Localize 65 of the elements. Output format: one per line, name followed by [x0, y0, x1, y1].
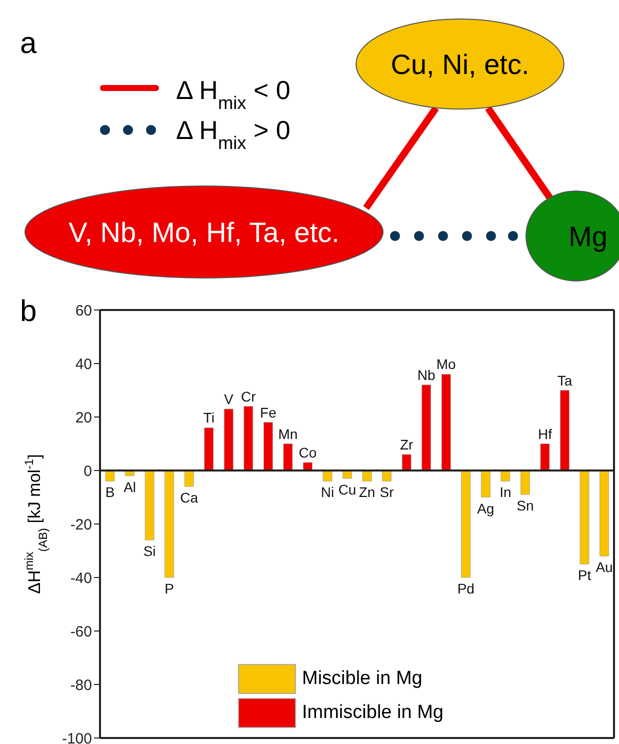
- x-tick-label: P: [164, 580, 174, 596]
- x-tick-label: Zr: [400, 436, 414, 452]
- y-tick-label: -80: [70, 676, 92, 694]
- text: V, Nb, Mo, Hf, Ta, etc.: [68, 217, 340, 248]
- bar: [144, 470, 154, 540]
- bar: [322, 470, 332, 482]
- bar: [580, 470, 590, 564]
- x-tick-label: Cr: [241, 388, 256, 404]
- x-tick-label: Fe: [260, 404, 277, 420]
- x-tick-label: Pt: [578, 567, 592, 584]
- bar: [441, 374, 451, 471]
- bar: [164, 470, 174, 578]
- bar: [461, 470, 471, 578]
- x-tick-label: Ni: [320, 484, 334, 500]
- legend-label: Immiscible in Mg: [302, 702, 444, 724]
- legend-label: Miscible in Mg: [302, 668, 422, 690]
- bar: [244, 406, 254, 471]
- x-tick-label: Si: [143, 543, 156, 560]
- x-tick-label: Sn: [516, 498, 534, 514]
- x-tick-label: Mo: [436, 356, 456, 372]
- bar: [422, 384, 432, 471]
- bar: [204, 427, 214, 471]
- y-tick-label: 60: [75, 302, 92, 320]
- y-tick-label: 40: [75, 356, 92, 373]
- x-tick-label: Sr: [380, 484, 394, 500]
- bar: [560, 390, 570, 471]
- y-tick-label: -100: [62, 730, 92, 744]
- y-tick-label: 20: [75, 409, 92, 426]
- x-tick-label: Hf: [538, 426, 552, 442]
- bar: [540, 444, 550, 471]
- bar: [362, 470, 372, 482]
- y-tick-label: -60: [70, 623, 92, 640]
- text: Δ H$_{mix}$ < 0: [176, 75, 290, 113]
- x-tick-label: Al: [124, 478, 136, 495]
- text: a: [20, 27, 37, 60]
- bar: [600, 470, 610, 556]
- x-tick-label: Mn: [278, 426, 298, 442]
- y-tick-label: -40: [70, 570, 92, 587]
- bar: [105, 470, 115, 482]
- x-tick-label: Co: [298, 444, 317, 460]
- bar: [263, 422, 273, 471]
- x-tick-label: Ta: [557, 372, 572, 388]
- x-tick-label: Au: [596, 559, 613, 576]
- chart-title: b: [20, 295, 37, 329]
- text: Δ H$_{mix}$ > 0: [176, 115, 290, 153]
- x-tick-label: Ag: [477, 500, 494, 516]
- text: Cu, Ni, etc.: [390, 49, 530, 80]
- x-tick-label: Cu: [338, 482, 356, 498]
- x-tick-label: Pd: [457, 580, 474, 596]
- bar: [184, 470, 194, 487]
- y-tick-label: 0: [84, 462, 92, 480]
- bar: [520, 470, 530, 495]
- x-tick-label: Ca: [180, 490, 198, 506]
- x-tick-label: Zn: [358, 484, 376, 500]
- bar: [480, 470, 490, 498]
- x-tick-label: Nb: [417, 366, 436, 383]
- bar: [402, 454, 412, 471]
- x-tick-label: In: [500, 484, 512, 500]
- bar: [224, 408, 234, 471]
- x-tick-label: Ti: [203, 410, 214, 426]
- y-tick-label: -20: [70, 516, 92, 534]
- text: Mg: [568, 221, 608, 252]
- x-tick-label: B: [105, 484, 115, 500]
- bar: [283, 444, 293, 471]
- x-tick-label: V: [224, 390, 234, 407]
